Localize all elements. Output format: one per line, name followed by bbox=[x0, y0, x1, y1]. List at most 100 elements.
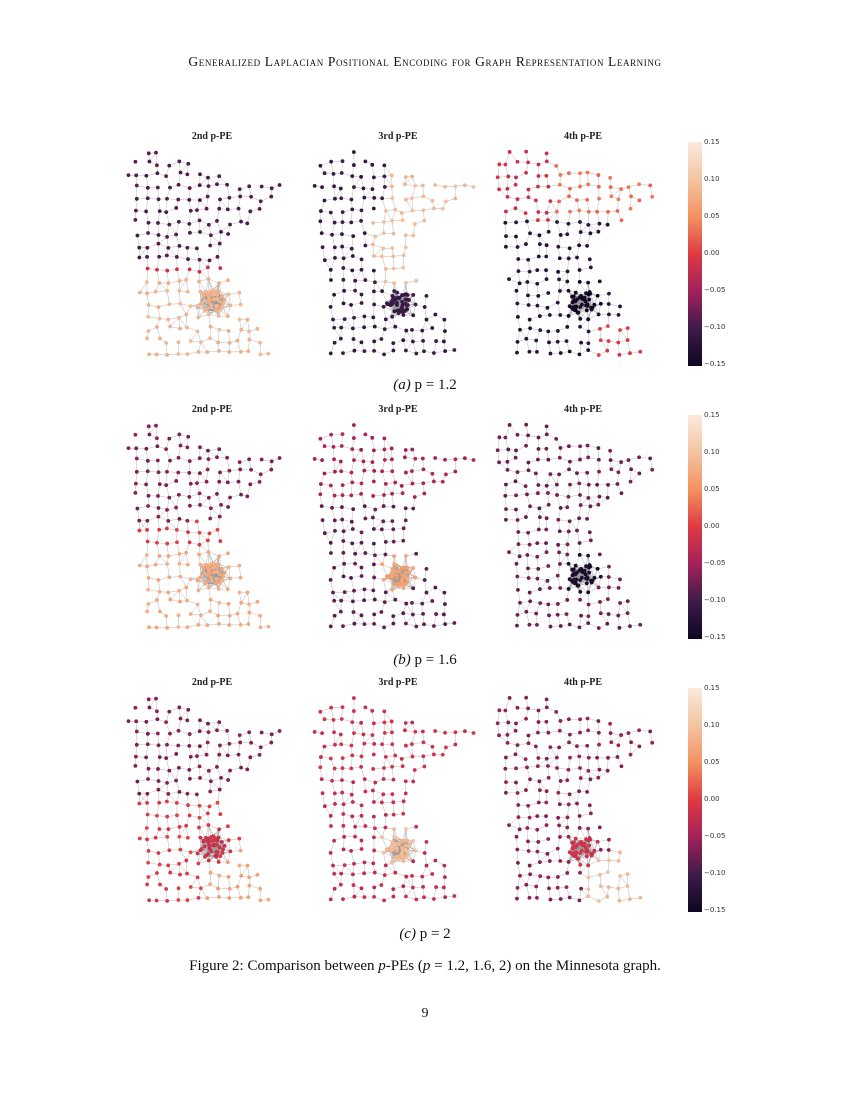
graph-edges bbox=[497, 697, 653, 902]
graph-node bbox=[206, 312, 211, 317]
graph-node bbox=[349, 197, 354, 202]
graph-node bbox=[177, 315, 181, 320]
graph-node bbox=[220, 294, 224, 298]
graph-node bbox=[381, 519, 386, 524]
graph-node bbox=[225, 753, 230, 758]
graph-node bbox=[218, 470, 222, 475]
graph-node bbox=[579, 340, 584, 345]
graph-node bbox=[157, 755, 162, 759]
graph-node bbox=[147, 898, 152, 903]
graph-node bbox=[514, 288, 519, 293]
graph-node bbox=[504, 780, 508, 785]
graph-node bbox=[227, 195, 232, 200]
graph-node bbox=[596, 229, 601, 234]
graph-node bbox=[558, 289, 562, 293]
graph-node bbox=[533, 744, 538, 749]
minnesota-graph-plot bbox=[312, 150, 476, 357]
graph-node bbox=[196, 349, 201, 354]
graph-node bbox=[544, 823, 549, 828]
graph-node bbox=[185, 835, 190, 840]
graph-node bbox=[430, 744, 435, 749]
graph-node bbox=[155, 871, 159, 875]
graph-node bbox=[362, 468, 367, 473]
graph-node bbox=[145, 196, 150, 201]
graph-node bbox=[372, 348, 376, 353]
graph-node bbox=[206, 448, 210, 453]
graph-node bbox=[238, 740, 243, 745]
graph-node bbox=[340, 517, 345, 522]
graph-node bbox=[247, 875, 252, 880]
graph-node bbox=[535, 576, 540, 581]
graph-node bbox=[174, 232, 178, 237]
colorbar-tick: 0.00 bbox=[704, 249, 720, 257]
graph-node bbox=[516, 542, 521, 547]
graph-node bbox=[362, 349, 367, 354]
graph-node bbox=[537, 779, 542, 784]
graph-node bbox=[544, 159, 549, 164]
graph-node bbox=[338, 336, 343, 341]
graph-node bbox=[144, 209, 149, 214]
graph-node bbox=[528, 777, 532, 782]
graph-node bbox=[546, 875, 551, 880]
graph-node bbox=[214, 580, 219, 585]
graph-node bbox=[402, 728, 407, 733]
graph-node bbox=[247, 184, 252, 189]
graph-node bbox=[411, 566, 416, 570]
graph-node bbox=[238, 848, 243, 853]
graph-node bbox=[596, 626, 601, 630]
graph-node bbox=[536, 756, 541, 760]
graph-node bbox=[186, 530, 190, 535]
graph-node bbox=[209, 849, 214, 854]
graph-node bbox=[246, 349, 251, 354]
graph-node bbox=[410, 601, 414, 605]
graph-node bbox=[340, 210, 345, 215]
graph-node bbox=[544, 516, 549, 521]
graph-node bbox=[534, 338, 539, 343]
graph-node bbox=[536, 435, 541, 440]
graph-node bbox=[598, 301, 603, 306]
graph-node bbox=[404, 292, 408, 297]
colorbar-tick: −0.10 bbox=[704, 323, 726, 331]
graph-node bbox=[206, 222, 211, 227]
graph-node bbox=[404, 303, 409, 308]
graph-node bbox=[184, 823, 189, 828]
colorbar-tick: 0.05 bbox=[704, 485, 720, 493]
graph-node bbox=[382, 163, 387, 168]
graph-node bbox=[197, 198, 202, 203]
graph-node bbox=[359, 754, 364, 759]
graph-node bbox=[537, 788, 542, 793]
graph-node bbox=[258, 472, 263, 477]
graph-node bbox=[597, 742, 601, 747]
graph-node bbox=[137, 563, 142, 568]
graph-node bbox=[527, 269, 532, 274]
graph-node bbox=[225, 587, 230, 592]
graph-node bbox=[413, 575, 418, 580]
graph-node bbox=[204, 289, 208, 294]
graph-node bbox=[134, 196, 139, 201]
graph-node bbox=[441, 339, 446, 344]
graph-node bbox=[146, 151, 151, 156]
graph-node bbox=[147, 159, 152, 164]
graph-node bbox=[217, 241, 222, 246]
graph-node bbox=[572, 577, 577, 582]
graph-node bbox=[135, 779, 140, 784]
graph-node bbox=[410, 720, 415, 725]
graph-node bbox=[239, 219, 243, 224]
graph-node bbox=[548, 472, 553, 477]
graph-node bbox=[383, 590, 388, 595]
graph-node bbox=[318, 709, 323, 714]
graph-node bbox=[577, 541, 582, 545]
graph-node bbox=[185, 245, 190, 250]
graph-node bbox=[564, 885, 569, 890]
graph-node bbox=[586, 482, 591, 487]
graph-node bbox=[259, 457, 264, 462]
graph-node bbox=[371, 175, 376, 180]
graph-node bbox=[617, 625, 622, 630]
graph-node bbox=[329, 705, 334, 710]
graph-node bbox=[526, 566, 530, 571]
graph-node bbox=[178, 170, 183, 175]
graph-node bbox=[176, 886, 181, 891]
graph-node bbox=[430, 326, 435, 330]
graph-node bbox=[237, 317, 242, 322]
graph-node bbox=[586, 838, 591, 843]
